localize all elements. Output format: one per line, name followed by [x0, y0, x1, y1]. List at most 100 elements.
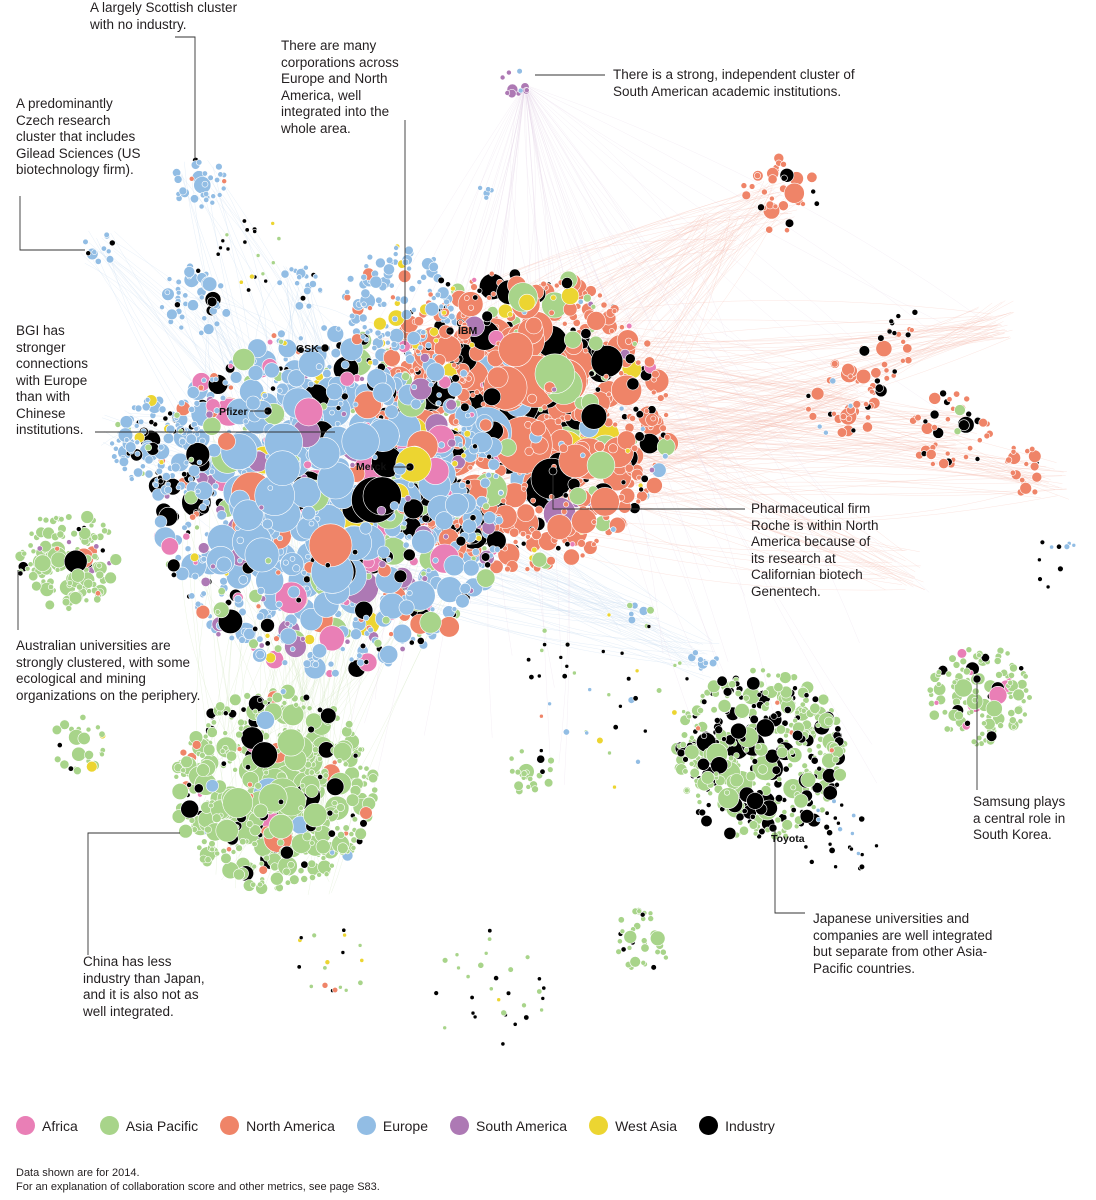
institution-node	[978, 418, 988, 428]
annotation-scottish-cluster: A largely Scottish cluster with no indus…	[90, 0, 238, 32]
institution-node	[399, 344, 406, 350]
institution-node	[393, 462, 407, 476]
institution-node	[469, 514, 477, 522]
institution-node	[271, 691, 283, 703]
institution-node	[312, 273, 319, 280]
institution-node	[930, 461, 936, 467]
institution-node	[954, 404, 966, 416]
institution-node	[813, 200, 820, 207]
institution-node	[612, 784, 617, 790]
institution-node	[615, 948, 622, 955]
institution-node	[338, 984, 343, 990]
institution-node	[203, 191, 210, 198]
institution-node	[254, 782, 262, 790]
institution-node	[803, 844, 809, 850]
institution-node	[487, 366, 509, 388]
institution-node	[250, 881, 257, 888]
institution-node	[1031, 488, 1039, 496]
institution-node	[134, 450, 141, 457]
institution-node	[297, 867, 305, 875]
institution-node	[815, 808, 821, 813]
institution-node	[139, 463, 146, 470]
legend-swatch-west-asia	[589, 1116, 609, 1135]
institution-node	[457, 442, 464, 448]
institution-node	[775, 672, 782, 679]
institution-node	[390, 294, 396, 301]
institution-node	[175, 278, 182, 286]
institution-node	[707, 790, 714, 797]
institution-node	[629, 414, 636, 422]
institution-node	[563, 413, 572, 422]
institution-node	[1037, 576, 1043, 582]
institution-node	[383, 263, 395, 276]
institution-node	[561, 286, 580, 305]
institution-node	[366, 253, 374, 261]
institution-node	[663, 433, 671, 441]
institution-node	[103, 231, 110, 238]
institution-node	[100, 245, 107, 252]
institution-node	[31, 580, 42, 592]
institution-node	[53, 515, 59, 521]
institution-node	[167, 558, 181, 573]
institution-node	[82, 238, 89, 245]
institution-node	[928, 392, 942, 405]
institution-node	[173, 773, 180, 780]
institution-node	[337, 831, 345, 839]
institution-node	[944, 450, 951, 457]
institution-node	[312, 660, 320, 668]
institution-node	[841, 363, 855, 377]
institution-node	[780, 174, 788, 182]
institution-node	[173, 411, 181, 419]
institution-node	[220, 238, 226, 244]
institution-node	[603, 373, 610, 380]
institution-node	[767, 174, 778, 185]
institution-node	[65, 605, 73, 612]
institution-node	[84, 750, 94, 760]
institution-node	[650, 964, 657, 971]
institution-node	[91, 533, 99, 542]
institution-node	[475, 535, 482, 542]
institution-node	[655, 687, 663, 694]
footnote-data-year: Data shown are for 2014.	[16, 1167, 140, 1179]
institution-node	[600, 649, 606, 654]
institution-node	[425, 341, 432, 349]
institution-node	[530, 497, 536, 504]
institution-node	[531, 785, 539, 794]
collaboration-edge	[538, 329, 999, 419]
institution-node	[521, 1002, 527, 1009]
institution-node	[476, 287, 483, 294]
institution-node	[520, 770, 528, 778]
institution-node	[228, 634, 235, 642]
institution-node	[829, 377, 837, 385]
institution-node	[358, 313, 368, 323]
institution-node	[504, 90, 511, 96]
institution-node	[402, 541, 410, 549]
institution-node	[646, 477, 663, 494]
institution-node	[37, 516, 43, 522]
institution-node	[239, 837, 247, 846]
institution-node	[459, 582, 471, 595]
institution-node	[312, 746, 319, 753]
institution-node	[741, 808, 748, 815]
institution-node	[86, 588, 92, 594]
institution-node	[634, 431, 645, 442]
institution-node	[465, 375, 472, 382]
institution-node	[245, 764, 252, 771]
institution-node	[262, 518, 273, 530]
institution-node	[399, 295, 409, 305]
institution-node	[36, 545, 43, 552]
institution-node	[722, 687, 733, 697]
institution-node	[534, 505, 544, 515]
institution-node	[299, 782, 306, 789]
institution-node	[219, 748, 226, 755]
institution-node	[327, 829, 336, 838]
institution-node	[1009, 469, 1016, 476]
institution-node	[309, 840, 315, 846]
institution-node	[498, 490, 504, 496]
institution-node	[695, 792, 701, 799]
institution-node	[481, 552, 491, 562]
institution-node	[640, 959, 647, 966]
institution-node	[855, 368, 872, 385]
institution-node	[780, 161, 787, 168]
institution-node	[523, 87, 530, 93]
